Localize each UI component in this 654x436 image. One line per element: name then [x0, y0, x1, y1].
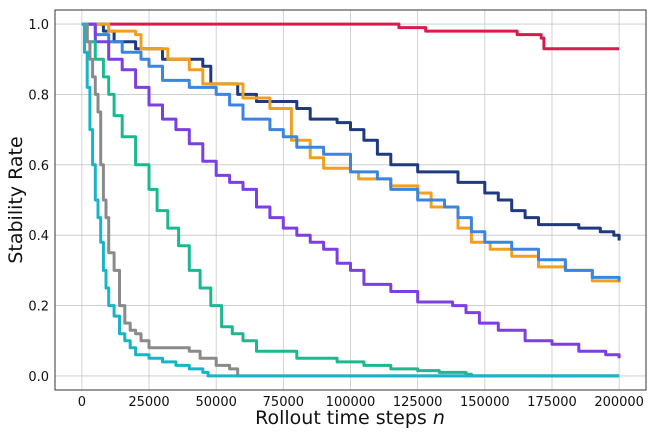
series-line-4	[81, 22, 621, 281]
series-line-6	[81, 22, 620, 378]
x-tick-label: 200000	[594, 395, 644, 410]
x-tick-label: 75000	[263, 395, 304, 410]
x-tick-label: 50000	[196, 395, 237, 410]
grid	[55, 10, 646, 390]
x-axis-label: Rollout time steps n	[255, 407, 445, 429]
x-tick-label: 125000	[393, 395, 443, 410]
series-layer	[81, 22, 621, 378]
series-line-5	[81, 22, 621, 359]
y-tick-labels: 0.0 0.2 0.4 0.6 0.8 1.0	[28, 18, 49, 385]
y-tick-label: 0.8	[28, 88, 49, 103]
series-line-1	[81, 22, 620, 51]
y-axis-label: Stability Rate	[5, 136, 27, 263]
y-tick-label: 0.0	[28, 370, 49, 385]
y-tick-label: 0.2	[28, 300, 49, 315]
series-line-8	[81, 22, 620, 378]
x-tick-label: 25000	[128, 395, 169, 410]
x-tick-label: 100000	[326, 395, 376, 410]
y-tick-label: 0.4	[28, 229, 49, 244]
series-line-7	[81, 22, 620, 378]
plot-frame	[54, 9, 647, 391]
x-tick-label: 150000	[460, 395, 510, 410]
y-tick-label: 1.0	[28, 18, 49, 33]
x-tick-label: 175000	[527, 395, 577, 410]
y-tick-label: 0.6	[28, 159, 49, 174]
x-tick-labels: 0 25000 50000 75000 100000 125000 150000 175000…	[78, 395, 644, 410]
x-tick-label: 0	[78, 395, 86, 410]
